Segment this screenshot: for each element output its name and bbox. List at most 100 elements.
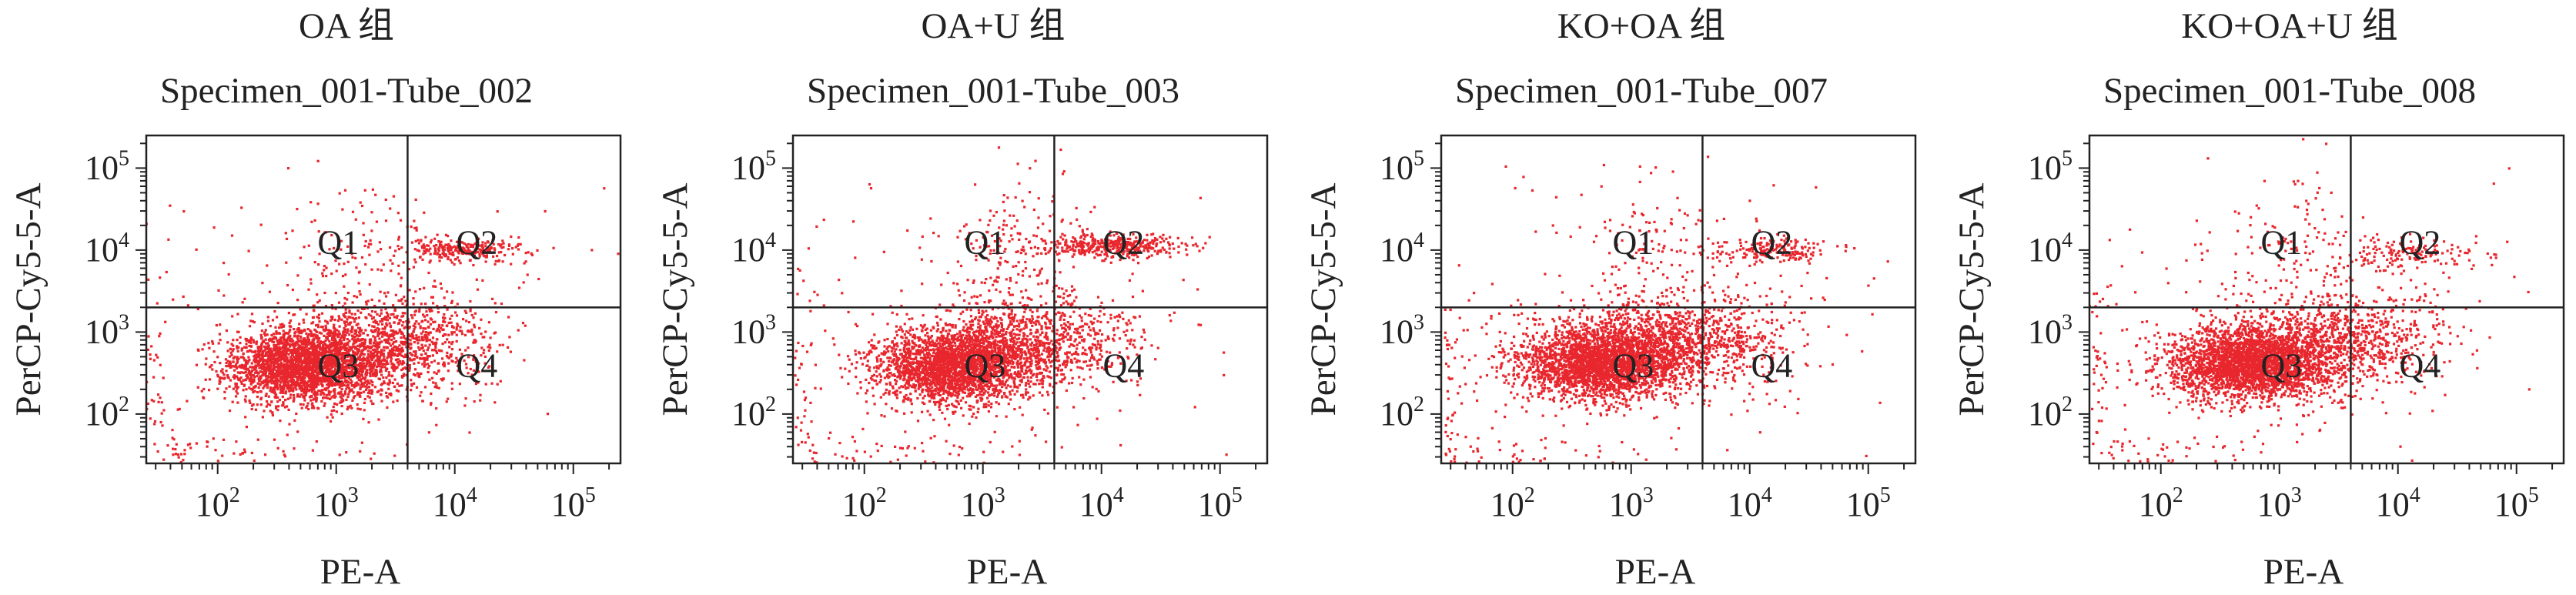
data-point (249, 377, 252, 380)
data-point (351, 334, 354, 337)
data-point (299, 395, 302, 398)
data-point (268, 359, 271, 363)
data-point (359, 408, 362, 411)
axis-ticks (135, 142, 611, 474)
data-point (395, 389, 398, 392)
data-point (273, 344, 276, 347)
data-point (962, 343, 965, 346)
data-point (288, 343, 291, 346)
data-point (324, 377, 328, 380)
data-point (352, 360, 356, 363)
data-point (329, 378, 332, 381)
data-point (316, 346, 319, 349)
data-point (269, 403, 272, 406)
data-point (225, 361, 228, 365)
data-point (348, 309, 351, 313)
data-point (335, 347, 338, 350)
data-point (511, 247, 514, 250)
data-point (523, 262, 526, 265)
data-point (350, 369, 353, 373)
data-point (437, 324, 440, 327)
data-point (459, 326, 462, 329)
quadrant-label: Q3 (318, 346, 360, 384)
data-point (311, 363, 314, 366)
data-point (293, 328, 296, 331)
data-point (965, 362, 968, 365)
data-point (405, 340, 408, 343)
data-point (430, 376, 434, 379)
data-point (284, 357, 287, 361)
data-point (273, 356, 276, 359)
data-point (247, 369, 251, 373)
data-point (314, 376, 317, 379)
data-point (353, 352, 356, 355)
data-point (189, 443, 192, 446)
data-point (343, 189, 347, 192)
data-point (433, 342, 436, 345)
data-point (437, 311, 440, 314)
data-point (226, 359, 229, 363)
data-point (370, 457, 373, 460)
data-point (350, 313, 353, 316)
data-point (329, 397, 332, 400)
data-point (429, 317, 432, 320)
data-point (275, 330, 278, 333)
data-point (948, 342, 951, 346)
data-point (239, 356, 243, 359)
data-point (262, 386, 265, 389)
data-point (253, 376, 256, 379)
data-point (479, 248, 482, 251)
data-point (381, 323, 384, 326)
data-point (317, 389, 320, 393)
data-point (286, 369, 289, 372)
data-point (336, 403, 339, 406)
data-point (346, 298, 349, 301)
data-point (318, 369, 321, 372)
data-point (312, 321, 315, 324)
data-point (373, 336, 376, 339)
data-point (467, 372, 470, 375)
data-point (330, 272, 333, 276)
data-point (325, 329, 328, 332)
data-point (273, 346, 276, 349)
data-point (412, 297, 415, 300)
data-point (420, 353, 423, 356)
data-point (330, 353, 333, 356)
data-point (337, 361, 340, 364)
data-point (265, 378, 268, 381)
data-point (413, 368, 417, 371)
data-point (319, 351, 323, 355)
data-point (398, 328, 401, 331)
data-point (284, 348, 287, 351)
data-point (440, 240, 443, 243)
data-point (424, 327, 427, 330)
data-point (412, 350, 416, 353)
data-point (293, 342, 296, 345)
data-point (428, 364, 431, 367)
data-point (304, 359, 307, 363)
data-point (456, 256, 460, 259)
data-point (241, 451, 244, 455)
data-point (312, 348, 315, 351)
data-point (976, 359, 979, 363)
data-point (253, 389, 256, 393)
data-point (450, 333, 453, 336)
data-point (983, 367, 986, 370)
data-point (530, 253, 534, 256)
data-point (330, 234, 333, 237)
data-point (428, 308, 431, 311)
data-point (292, 349, 295, 353)
data-point (376, 313, 379, 316)
data-point (368, 355, 371, 358)
data-point (407, 342, 410, 345)
data-point (355, 372, 358, 375)
data-point (470, 313, 473, 316)
data-point (366, 386, 369, 389)
data-point (483, 362, 487, 365)
data-point (362, 332, 365, 335)
data-point (446, 308, 449, 311)
data-point (376, 355, 379, 358)
data-point (337, 374, 340, 377)
data-point (296, 358, 299, 361)
data-point (475, 241, 478, 244)
